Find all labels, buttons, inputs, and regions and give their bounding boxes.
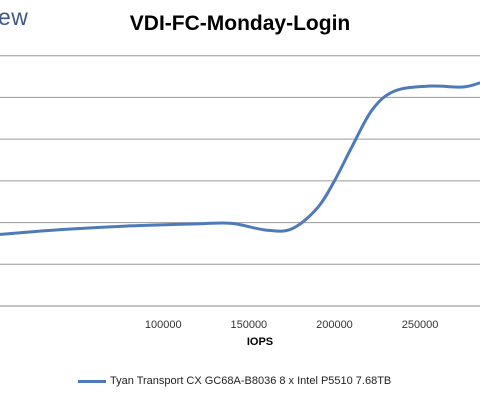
chart-title: VDI-FC-Monday-Login — [129, 12, 351, 35]
x-axis-label: IOPS — [246, 336, 274, 348]
x-axis-ticks: 0100000150000200000250000 — [145, 319, 439, 331]
x-tick-label: 200000 — [316, 319, 353, 331]
series-lines — [0, 81, 480, 236]
legend-swatch — [78, 379, 106, 383]
brand-logo-fragment: ew — [0, 4, 29, 30]
legend-label: Tyan Transport CX GC68A-B8036 8 x Intel … — [110, 375, 392, 387]
legend: Tyan Transport CX GC68A-B8036 8 x Intel … — [78, 374, 391, 388]
x-tick-label: 250000 — [402, 319, 439, 331]
x-tick-label: 100000 — [145, 319, 182, 331]
x-tick-label: 150000 — [230, 319, 267, 331]
series-line-0 — [0, 81, 480, 236]
gridlines — [0, 55, 480, 307]
